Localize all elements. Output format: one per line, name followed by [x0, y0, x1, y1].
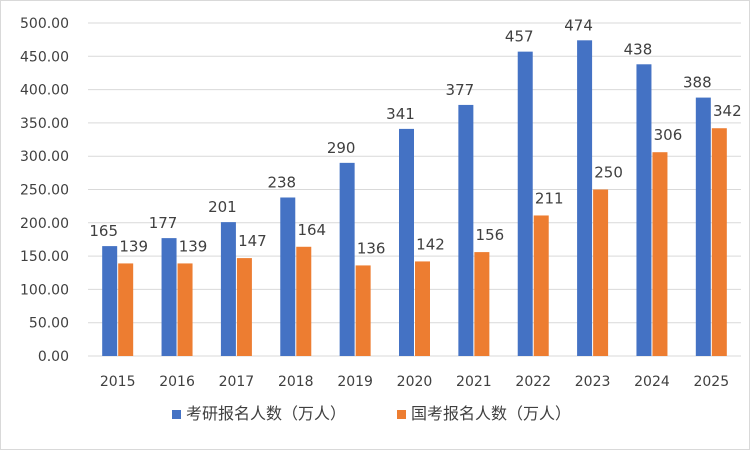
- bar-series-2: [652, 152, 668, 356]
- legend-swatch: [397, 410, 406, 419]
- bar-series-1: [399, 128, 414, 356]
- y-tick-label: 300.00: [20, 149, 69, 165]
- data-label: 165: [89, 222, 118, 240]
- data-label: 457: [505, 28, 534, 46]
- data-label: 438: [624, 40, 653, 58]
- legend-label: 考研报名人数（万人）: [186, 404, 346, 423]
- bar-series-1: [458, 104, 474, 356]
- y-tick-label: 200.00: [20, 216, 69, 232]
- data-label: 474: [564, 16, 593, 34]
- data-label: 142: [416, 235, 445, 253]
- bar-series-2: [296, 246, 312, 356]
- x-tick-label: 2016: [159, 374, 195, 390]
- data-label: 139: [179, 237, 208, 255]
- x-tick-label: 2018: [278, 374, 314, 390]
- data-label: 139: [119, 237, 148, 255]
- data-label: 201: [208, 198, 237, 216]
- bar-series-1: [102, 246, 118, 356]
- bar-series-1: [636, 64, 652, 357]
- data-label: 136: [357, 239, 386, 257]
- y-tick-label: 0.00: [38, 349, 69, 365]
- bar-series-1: [517, 51, 533, 356]
- y-tick-label: 150.00: [20, 249, 69, 265]
- bar-series-1: [280, 197, 296, 356]
- data-label: 290: [327, 139, 356, 157]
- data-label: 211: [535, 189, 564, 207]
- data-label: 341: [386, 105, 415, 123]
- bar-series-1: [161, 238, 177, 356]
- data-label: 238: [267, 173, 296, 191]
- data-label: 342: [713, 102, 742, 120]
- x-tick-label: 2015: [100, 374, 136, 390]
- x-tick-label: 2020: [397, 374, 433, 390]
- bar-series-1: [695, 97, 711, 356]
- data-label: 250: [594, 164, 623, 182]
- data-label: 156: [476, 226, 505, 244]
- x-tick-label: 2017: [219, 374, 255, 390]
- data-label: 147: [238, 232, 267, 250]
- bar-series-2: [177, 263, 193, 356]
- bar-series-2: [118, 263, 134, 356]
- legend-swatch: [172, 410, 181, 419]
- y-tick-label: 50.00: [29, 316, 69, 332]
- y-tick-label: 100.00: [20, 282, 69, 298]
- bar-series-2: [474, 252, 490, 356]
- bar-series-1: [220, 222, 236, 356]
- data-label: 164: [297, 221, 326, 239]
- y-tick-label: 350.00: [20, 116, 69, 132]
- data-label: 377: [446, 81, 475, 99]
- y-tick-label: 450.00: [20, 49, 69, 65]
- bar-series-2: [236, 258, 252, 356]
- x-tick-label: 2024: [634, 374, 670, 390]
- bar-series-2: [711, 128, 727, 356]
- x-tick-label: 2023: [575, 374, 611, 390]
- bar-series-2: [355, 265, 371, 356]
- bar-series-2: [415, 261, 430, 356]
- x-tick-label: 2022: [515, 374, 551, 390]
- bar-series-1: [577, 40, 593, 356]
- x-tick-label: 2025: [693, 374, 729, 390]
- x-tick-label: 2021: [456, 374, 492, 390]
- bar-series-2: [533, 215, 549, 356]
- bar-series-1: [339, 162, 355, 356]
- y-tick-label: 400.00: [20, 83, 69, 99]
- x-tick-label: 2019: [337, 374, 373, 390]
- data-label: 388: [683, 74, 712, 92]
- data-label: 177: [149, 214, 178, 232]
- data-label: 306: [654, 126, 683, 144]
- y-tick-label: 250.00: [20, 183, 69, 199]
- legend-label: 国考报名人数（万人）: [411, 404, 571, 423]
- y-tick-label: 500.00: [20, 16, 69, 32]
- bar-series-2: [593, 189, 609, 356]
